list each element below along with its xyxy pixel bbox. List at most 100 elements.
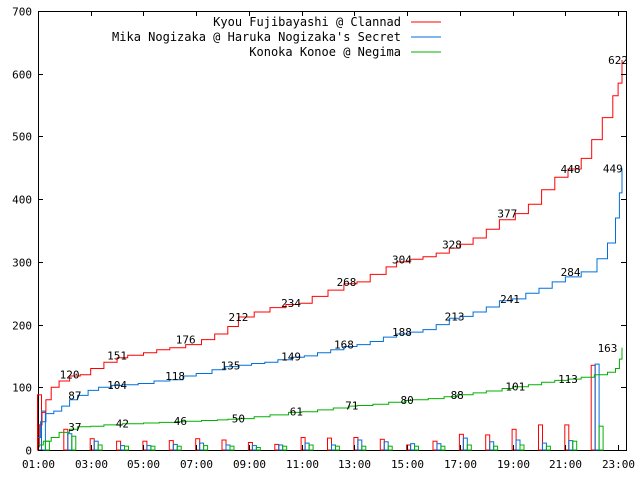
data-labels-layer: 120 151 176 212 234 268 304 328 377 448 622 87 104 11… — [60, 54, 628, 434]
x-tick-label: 01:00 — [22, 458, 55, 471]
x-tick-label: 19:00 — [497, 458, 530, 471]
histogram-bar-konoka-konoe-negima — [598, 425, 604, 451]
data-label-mika-nogizaka-haruka-nogizaka-s-secret: 449 — [603, 162, 623, 175]
histogram-bar-kyou-fujibayashi-clannad — [221, 439, 227, 451]
data-label-konoka-konoe-negima: 101 — [505, 381, 525, 394]
histogram-bar-konoka-konoe-negima — [71, 435, 77, 451]
histogram-bar-kyou-fujibayashi-clannad — [327, 437, 332, 451]
histogram-bar-konoka-konoe-negima — [97, 444, 103, 451]
data-label-konoka-konoe-negima: 50 — [232, 413, 245, 426]
y-tick-label: 300 — [12, 257, 32, 270]
y-tick-label: 400 — [12, 194, 32, 207]
series-lines-layer — [38, 59, 623, 448]
data-label-kyou-fujibayashi-clannad: 234 — [281, 297, 301, 310]
histogram-bar-mika-nogizaka-haruka-nogizaka-s-secret — [40, 410, 46, 451]
histogram-bar-konoka-konoe-negima — [282, 445, 288, 451]
data-label-konoka-konoe-negima: 88 — [451, 389, 464, 402]
data-label-kyou-fujibayashi-clannad: 377 — [497, 208, 517, 221]
histogram-bar-konoka-konoe-negima — [414, 445, 419, 451]
histogram-bar-konoka-konoe-negima — [176, 445, 182, 451]
histogram-bar-konoka-konoe-negima — [308, 444, 314, 451]
data-label-kyou-fujibayashi-clannad: 212 — [228, 311, 248, 324]
y-tick-label: 0 — [25, 445, 32, 458]
data-label-konoka-konoe-negima: 113 — [558, 373, 578, 386]
histogram-bar-konoka-konoe-negima — [545, 445, 551, 451]
x-tick-label: 09:00 — [233, 458, 266, 471]
histogram-bar-kyou-fujibayashi-clannad — [300, 437, 306, 451]
series-line-mika-nogizaka-haruka-nogizaka-s-secret — [38, 168, 623, 438]
legend-label-mika-nogizaka-haruka-nogizaka-s-secret: Mika Nogizaka @ Haruka Nogizaka's Secret — [112, 30, 401, 44]
y-tick-label: 600 — [12, 69, 32, 82]
y-tick-label: 500 — [12, 131, 32, 144]
data-label-kyou-fujibayashi-clannad: 622 — [608, 54, 628, 67]
series-line-kyou-fujibayashi-clannad — [38, 59, 623, 448]
data-label-kyou-fujibayashi-clannad: 268 — [337, 276, 357, 289]
histogram-bar-konoka-konoe-negima — [255, 447, 261, 451]
data-label-konoka-konoe-negima: 37 — [68, 421, 81, 434]
x-tick-label: 05:00 — [127, 458, 160, 471]
x-tick-label: 07:00 — [180, 458, 213, 471]
data-label-mika-nogizaka-haruka-nogizaka-s-secret: 87 — [68, 389, 81, 402]
histogram-bar-konoka-konoe-negima — [466, 444, 472, 451]
histogram-bar-konoka-konoe-negima — [519, 444, 525, 451]
data-label-konoka-konoe-negima: 46 — [174, 415, 187, 428]
histogram-bar-mika-nogizaka-haruka-nogizaka-s-secret — [383, 441, 389, 451]
y-tick-label: 700 — [12, 6, 32, 19]
histogram-bar-kyou-fujibayashi-clannad — [89, 438, 95, 451]
data-label-konoka-konoe-negima: 61 — [290, 406, 303, 419]
histogram-bar-kyou-fujibayashi-clannad — [379, 438, 385, 451]
data-label-mika-nogizaka-haruka-nogizaka-s-secret: 284 — [561, 266, 581, 279]
data-label-mika-nogizaka-haruka-nogizaka-s-secret: 104 — [107, 379, 127, 392]
x-tick-label: 11:00 — [286, 458, 319, 471]
data-label-kyou-fujibayashi-clannad: 176 — [176, 334, 196, 347]
histogram-bar-mika-nogizaka-haruka-nogizaka-s-secret — [199, 442, 205, 451]
histogram-bar-konoka-konoe-negima — [493, 445, 499, 451]
legend-label-konoka-konoe-negima: Konoka Konoe @ Negima — [249, 45, 401, 59]
data-label-kyou-fujibayashi-clannad: 120 — [60, 369, 80, 382]
y-tick-label: 200 — [12, 320, 32, 333]
data-label-mika-nogizaka-haruka-nogizaka-s-secret: 241 — [500, 293, 520, 306]
data-label-konoka-konoe-negima: 42 — [116, 418, 129, 431]
histogram-layer — [37, 363, 604, 451]
data-label-konoka-konoe-negima: 80 — [400, 394, 413, 407]
histogram-bar-mika-nogizaka-haruka-nogizaka-s-secret — [462, 437, 468, 451]
histogram-bar-mika-nogizaka-haruka-nogizaka-s-secret — [357, 439, 363, 451]
histogram-bar-konoka-konoe-negima — [361, 445, 367, 451]
histogram-bar-kyou-fujibayashi-clannad — [168, 440, 174, 451]
histogram-bar-konoka-konoe-negima — [440, 445, 446, 451]
data-label-kyou-fujibayashi-clannad: 328 — [442, 238, 462, 251]
histogram-bar-mika-nogizaka-haruka-nogizaka-s-secret — [594, 363, 600, 451]
legend-label-kyou-fujibayashi-clannad: Kyou Fujibayashi @ Clannad — [213, 15, 401, 29]
histogram-bar-mika-nogizaka-haruka-nogizaka-s-secret — [278, 444, 284, 451]
data-label-kyou-fujibayashi-clannad: 151 — [107, 349, 127, 362]
histogram-bar-mika-nogizaka-haruka-nogizaka-s-secret — [146, 445, 152, 451]
histogram-bar-kyou-fujibayashi-clannad — [564, 424, 570, 451]
axes-layer: 0 100 200 300 400 500 600 700 01:00 03:00 05:00 07:… — [12, 6, 635, 472]
histogram-bar-konoka-konoe-negima — [124, 445, 129, 451]
histogram-bar-konoka-konoe-negima — [334, 445, 340, 451]
data-label-kyou-fujibayashi-clannad: 304 — [392, 253, 412, 266]
data-label-mika-nogizaka-haruka-nogizaka-s-secret: 135 — [221, 359, 241, 372]
histogram-bar-konoka-konoe-negima — [203, 445, 209, 451]
histogram-bar-mika-nogizaka-haruka-nogizaka-s-secret — [304, 442, 310, 451]
data-label-konoka-konoe-negima: 71 — [345, 400, 358, 413]
data-label-konoka-konoe-negima: 163 — [598, 342, 618, 355]
data-label-mika-nogizaka-haruka-nogizaka-s-secret: 118 — [165, 370, 185, 383]
data-label-kyou-fujibayashi-clannad: 448 — [561, 163, 581, 176]
data-label-mika-nogizaka-haruka-nogizaka-s-secret: 149 — [281, 351, 301, 364]
histogram-bar-konoka-konoe-negima — [150, 445, 156, 451]
y-tick-label: 100 — [12, 382, 32, 395]
x-tick-label: 21:00 — [549, 458, 582, 471]
histogram-bar-mika-nogizaka-haruka-nogizaka-s-secret — [225, 444, 231, 451]
histogram-bar-konoka-konoe-negima — [387, 445, 393, 451]
data-label-mika-nogizaka-haruka-nogizaka-s-secret: 188 — [392, 326, 412, 339]
histogram-bar-konoka-konoe-negima — [229, 445, 235, 451]
x-tick-label: 03:00 — [75, 458, 108, 471]
x-tick-label: 13:00 — [338, 458, 371, 471]
data-label-mika-nogizaka-haruka-nogizaka-s-secret: 213 — [445, 310, 465, 323]
x-tick-label: 23:00 — [602, 458, 635, 471]
histogram-bar-kyou-fujibayashi-clannad — [538, 424, 543, 451]
